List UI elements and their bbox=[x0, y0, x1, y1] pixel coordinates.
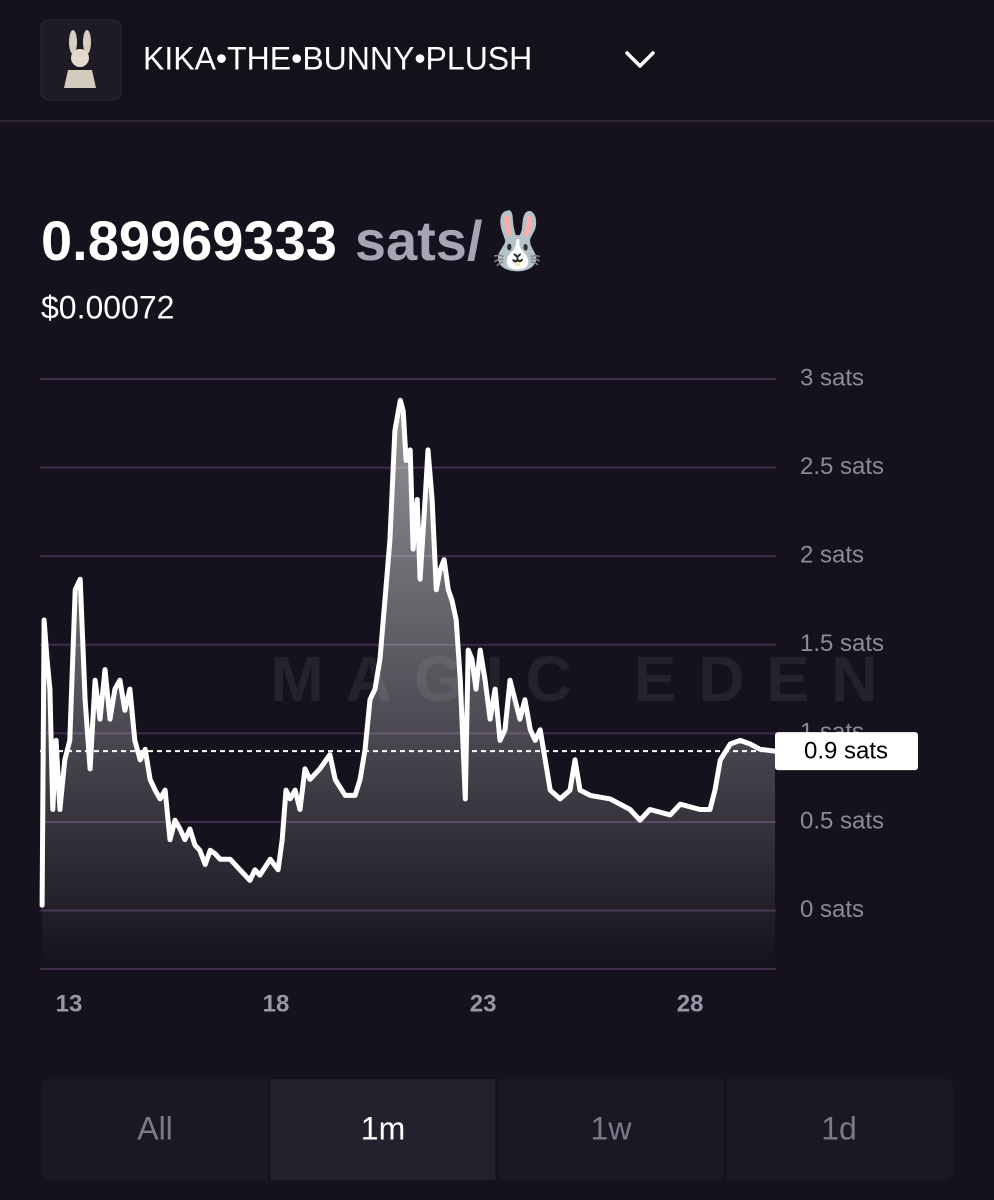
price-line bbox=[39, 397, 778, 908]
price-unit: sats/🐰 bbox=[355, 209, 552, 273]
logo-ear bbox=[83, 30, 91, 54]
x-tick-label: 23 bbox=[470, 990, 497, 1017]
tab[interactable]: 1w bbox=[591, 1110, 633, 1146]
current-price-badge bbox=[775, 732, 918, 771]
time-range-tabs: All 1m 1w 1d bbox=[41, 1079, 953, 1180]
y-tick-label: 2.5 sats bbox=[800, 453, 884, 480]
tab[interactable]: 1m bbox=[361, 1110, 405, 1146]
x-tick-label: 13 bbox=[56, 990, 83, 1017]
logo-head bbox=[71, 49, 89, 67]
price-area bbox=[42, 400, 776, 969]
y-tick-label: 1.5 sats bbox=[800, 630, 884, 657]
x-tick-label: 18 bbox=[263, 990, 290, 1017]
y-tick-label: 0 sats bbox=[800, 896, 864, 923]
x-tick-label: 28 bbox=[677, 990, 704, 1017]
logo-ear bbox=[69, 30, 77, 54]
logo-body bbox=[64, 70, 96, 88]
dropdown-chevron[interactable] bbox=[625, 51, 655, 68]
tab[interactable]: All bbox=[137, 1110, 173, 1146]
y-tick-label: 2 sats bbox=[800, 542, 864, 569]
y-tick-label: 0.5 sats bbox=[800, 807, 884, 834]
y-tick-label: 3 sats bbox=[800, 364, 864, 391]
current-price-label: 0.9 sats bbox=[804, 737, 888, 764]
collection-title: KIKA•THE•BUNNY•PLUSH bbox=[143, 40, 532, 76]
tab[interactable]: 1d bbox=[821, 1110, 857, 1146]
price-usd: $0.00072 bbox=[41, 289, 174, 325]
price-value: 0.89969333 bbox=[41, 209, 337, 272]
price: 0.89969333 sats/🐰 bbox=[41, 209, 552, 273]
collection-logo[interactable] bbox=[40, 19, 122, 101]
tab-selected-bg bbox=[269, 1079, 497, 1180]
header-bg bbox=[0, 0, 994, 121]
